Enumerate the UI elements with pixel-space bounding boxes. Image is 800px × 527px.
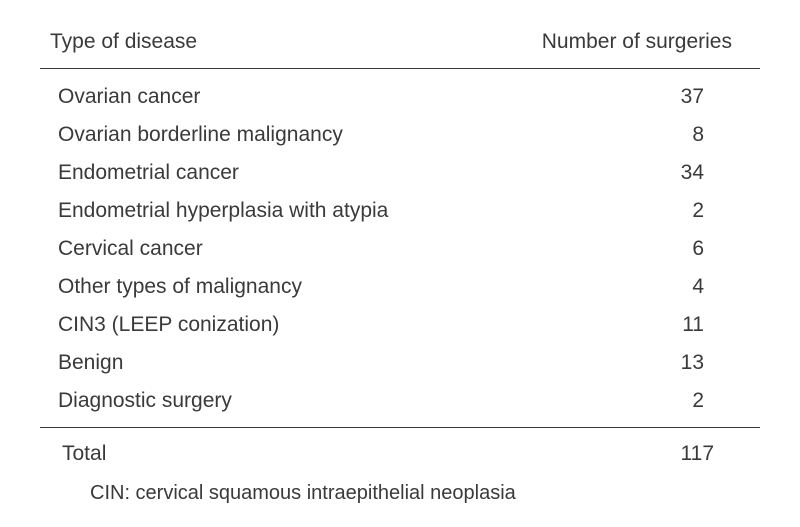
col-header-type: Type of disease xyxy=(40,22,480,69)
row-label: Benign xyxy=(40,344,480,382)
table-header-row: Type of disease Number of surgeries xyxy=(40,22,760,69)
table-row: Endometrial cancer 34 xyxy=(40,154,760,192)
row-label: Ovarian borderline malignancy xyxy=(40,116,480,154)
table-body: Ovarian cancer 37 Ovarian borderline mal… xyxy=(40,69,760,428)
table-row: CIN3 (LEEP conization) 11 xyxy=(40,306,760,344)
row-value: 37 xyxy=(480,69,760,117)
table-row: Diagnostic surgery 2 xyxy=(40,382,760,428)
surgery-table-container: Type of disease Number of surgeries Ovar… xyxy=(0,0,800,505)
row-value: 6 xyxy=(480,230,760,268)
surgery-table: Type of disease Number of surgeries Ovar… xyxy=(40,22,760,476)
table-row: Ovarian cancer 37 xyxy=(40,69,760,117)
row-label: Other types of malignancy xyxy=(40,268,480,306)
col-header-count: Number of surgeries xyxy=(480,22,760,69)
row-label: Endometrial hyperplasia with atypia xyxy=(40,192,480,230)
table-row: Benign 13 xyxy=(40,344,760,382)
row-value: 2 xyxy=(480,382,760,428)
table-footnote: CIN: cervical squamous intraepithelial n… xyxy=(40,476,760,505)
row-label: Diagnostic surgery xyxy=(40,382,480,428)
row-value: 4 xyxy=(480,268,760,306)
table-total-row: Total 117 xyxy=(40,428,760,477)
table-row: Cervical cancer 6 xyxy=(40,230,760,268)
table-row: Other types of malignancy 4 xyxy=(40,268,760,306)
total-label: Total xyxy=(40,428,480,477)
row-label: CIN3 (LEEP conization) xyxy=(40,306,480,344)
total-value: 117 xyxy=(480,428,760,477)
row-value: 34 xyxy=(480,154,760,192)
row-label: Endometrial cancer xyxy=(40,154,480,192)
row-label: Ovarian cancer xyxy=(40,69,480,117)
row-value: 13 xyxy=(480,344,760,382)
row-value: 11 xyxy=(480,306,760,344)
row-label: Cervical cancer xyxy=(40,230,480,268)
table-row: Endometrial hyperplasia with atypia 2 xyxy=(40,192,760,230)
row-value: 2 xyxy=(480,192,760,230)
row-value: 8 xyxy=(480,116,760,154)
table-row: Ovarian borderline malignancy 8 xyxy=(40,116,760,154)
